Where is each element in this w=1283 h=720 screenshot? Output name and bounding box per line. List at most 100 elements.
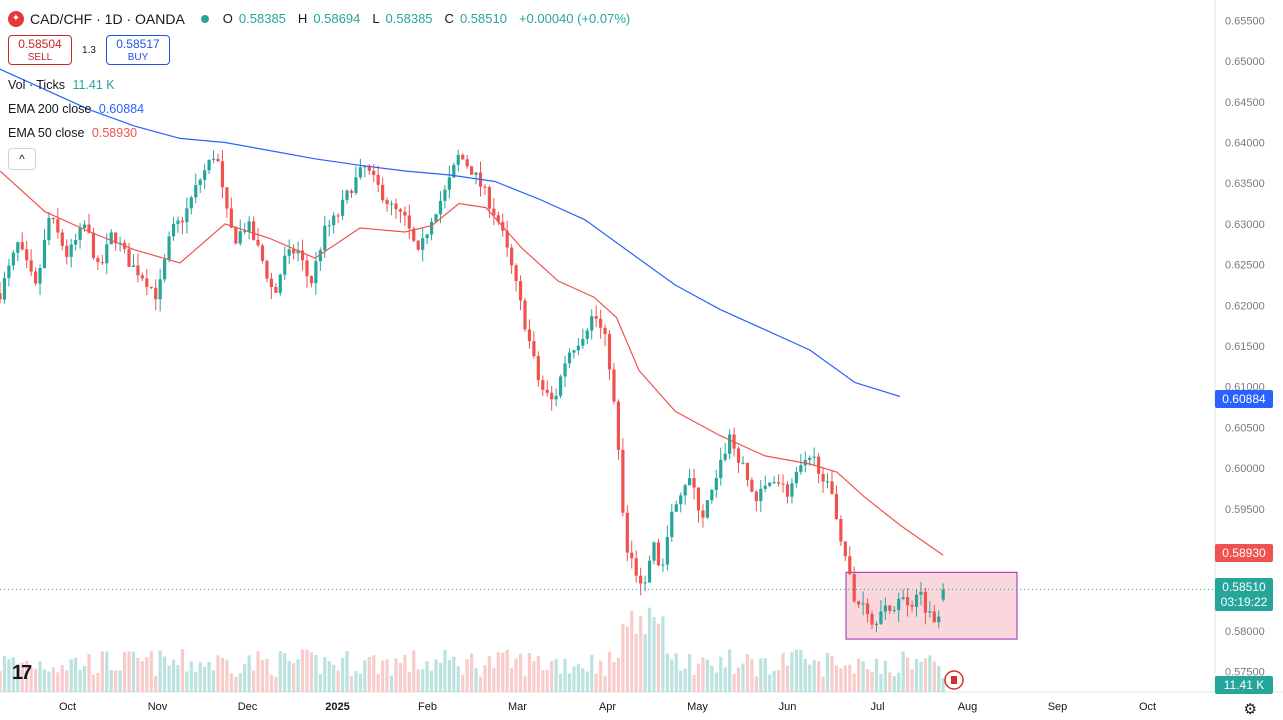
volume-bar <box>852 673 856 692</box>
volume-bar <box>256 651 260 692</box>
candle-body <box>634 558 638 576</box>
candle-body <box>768 482 772 486</box>
tradingview-logo-icon[interactable]: 17 <box>12 662 32 684</box>
volume-bar <box>376 674 380 692</box>
volume-bar <box>599 660 603 692</box>
candle-body <box>412 228 416 241</box>
trade-panel: 0.58504 SELL 1.3 0.58517 BUY <box>8 35 170 65</box>
volume-bar <box>11 657 15 692</box>
volume-bar <box>305 649 309 692</box>
candle-body <box>421 238 425 250</box>
volume-bar <box>145 657 149 692</box>
volume-bar <box>87 654 91 692</box>
candle-body <box>794 471 798 484</box>
candle-body <box>283 255 287 275</box>
candle-body <box>714 477 718 490</box>
volume-bar <box>910 669 914 692</box>
candle-body <box>906 597 910 606</box>
volume-bar <box>861 661 865 692</box>
volume-bar <box>834 665 839 692</box>
high-value: 0.58694 <box>313 11 361 26</box>
candle-body <box>296 250 300 254</box>
candle-body <box>16 242 20 253</box>
candle-body <box>332 215 336 226</box>
candle-body <box>176 220 180 224</box>
volume-bar <box>203 666 207 692</box>
candle-body <box>510 247 514 266</box>
time-tick-label: Sep <box>1048 701 1068 713</box>
volume-indicator[interactable]: Vol · Ticks 11.41 K <box>8 78 115 92</box>
candle-body <box>256 239 260 246</box>
candle-body <box>11 252 15 266</box>
candle-body <box>140 275 144 279</box>
candle-body <box>505 230 509 248</box>
volume-bar <box>776 670 781 692</box>
sell-button[interactable]: 0.58504 SELL <box>8 35 72 65</box>
candle-body <box>207 159 211 171</box>
candle-body <box>398 209 403 212</box>
volume-bar <box>536 655 540 692</box>
candle-body <box>314 261 318 284</box>
candle-body <box>51 217 55 220</box>
volume-bar <box>158 650 162 692</box>
volume-bar <box>510 667 514 692</box>
candle-body <box>461 154 465 160</box>
volume-bar <box>394 658 398 692</box>
volume-bar <box>683 668 687 692</box>
candle-body <box>25 249 29 261</box>
high-label: H <box>297 11 308 26</box>
volume-bar <box>879 673 883 692</box>
settings-gear-icon[interactable]: ⚙ <box>1243 701 1257 718</box>
candle-body <box>705 500 709 518</box>
candle-body <box>888 605 892 611</box>
oanda-flag-icon: ✦ <box>8 11 24 27</box>
volume-bar <box>656 623 661 692</box>
candle-body <box>723 453 727 460</box>
volume-bar <box>332 664 336 692</box>
candle-body <box>594 316 598 319</box>
ema200-indicator[interactable]: EMA 200 close 0.60884 <box>8 102 144 116</box>
volume-bar <box>91 674 96 692</box>
ema50-indicator[interactable]: EMA 50 close 0.58930 <box>8 126 137 140</box>
volume-bar <box>269 674 273 692</box>
volume-bar <box>412 650 416 692</box>
volume-bar <box>149 651 153 692</box>
volume-bar <box>514 658 518 692</box>
volume-bar <box>492 668 496 692</box>
volume-bar <box>928 655 932 692</box>
market-open-dot-icon <box>200 15 209 23</box>
volume-bar <box>381 660 385 692</box>
volume-bar <box>563 658 567 692</box>
candle-body <box>536 356 540 381</box>
volume-bar <box>732 674 736 692</box>
volume-bar <box>817 661 821 692</box>
candle-body <box>216 158 220 162</box>
buy-button[interactable]: 0.58517 BUY <box>106 35 170 65</box>
candle-body <box>625 512 629 553</box>
price-tick-label: 0.64000 <box>1225 137 1265 149</box>
candle-body <box>567 352 572 364</box>
candle-body <box>865 603 870 615</box>
candle-body <box>941 589 945 600</box>
countdown-label: 03:19:22 <box>1215 593 1273 611</box>
volume-bar <box>0 671 2 692</box>
symbol-title[interactable]: CAD/CHF · 1D · OANDA <box>30 11 185 27</box>
candle-body <box>336 215 340 217</box>
collapse-legend-button[interactable]: ^ <box>8 148 36 170</box>
volume-bar <box>171 659 176 692</box>
price-tick-label: 0.65500 <box>1225 15 1265 27</box>
volume-bar <box>82 666 87 692</box>
volume-bar <box>225 660 229 692</box>
candle-body <box>701 510 705 518</box>
candle-body <box>269 278 273 288</box>
canada-flag-leaf <box>951 676 957 684</box>
candle-body <box>759 488 763 502</box>
ema50-indicator-label: EMA 50 close <box>8 126 85 140</box>
volume-bar <box>754 676 758 692</box>
candle-body <box>483 186 487 188</box>
ema200-indicator-label: EMA 200 close <box>8 102 92 116</box>
candle-body <box>692 477 696 488</box>
volume-bar <box>189 661 193 692</box>
candle-body <box>376 174 380 185</box>
